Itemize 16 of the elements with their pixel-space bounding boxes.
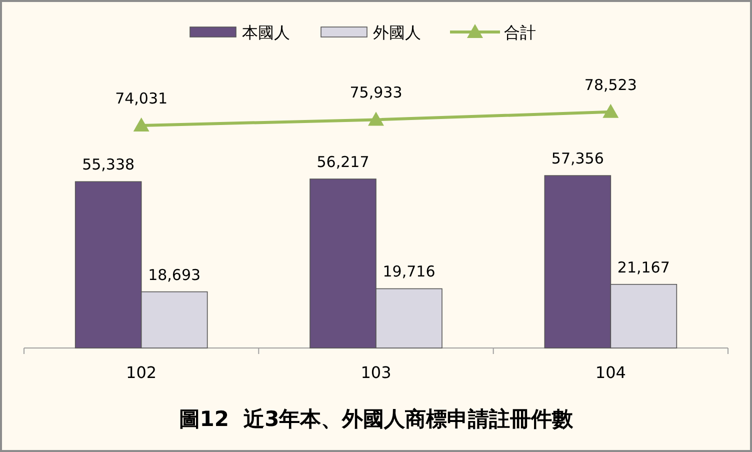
data-label: 56,217	[316, 152, 370, 171]
x-tick-label: 102	[126, 363, 157, 382]
data-label: 74,031	[115, 89, 168, 108]
legend-label: 本國人	[242, 23, 290, 42]
data-label: 18,693	[148, 266, 201, 284]
data-label: 21,167	[617, 258, 670, 276]
text: 圖12 近3年本、外國人商標申請註冊件數	[178, 407, 574, 431]
data-label: 75,933	[350, 84, 402, 102]
x-tick-label: 103	[360, 363, 392, 382]
data-label: 57,356	[551, 150, 604, 168]
x-tick-label: 104	[595, 363, 626, 382]
data-label: 55,338	[82, 156, 135, 174]
legend-label: 合計	[504, 23, 536, 42]
data-label: 78,523	[584, 76, 637, 94]
data-label: 19,716	[382, 262, 436, 281]
legend-label: 外國人	[373, 23, 421, 42]
